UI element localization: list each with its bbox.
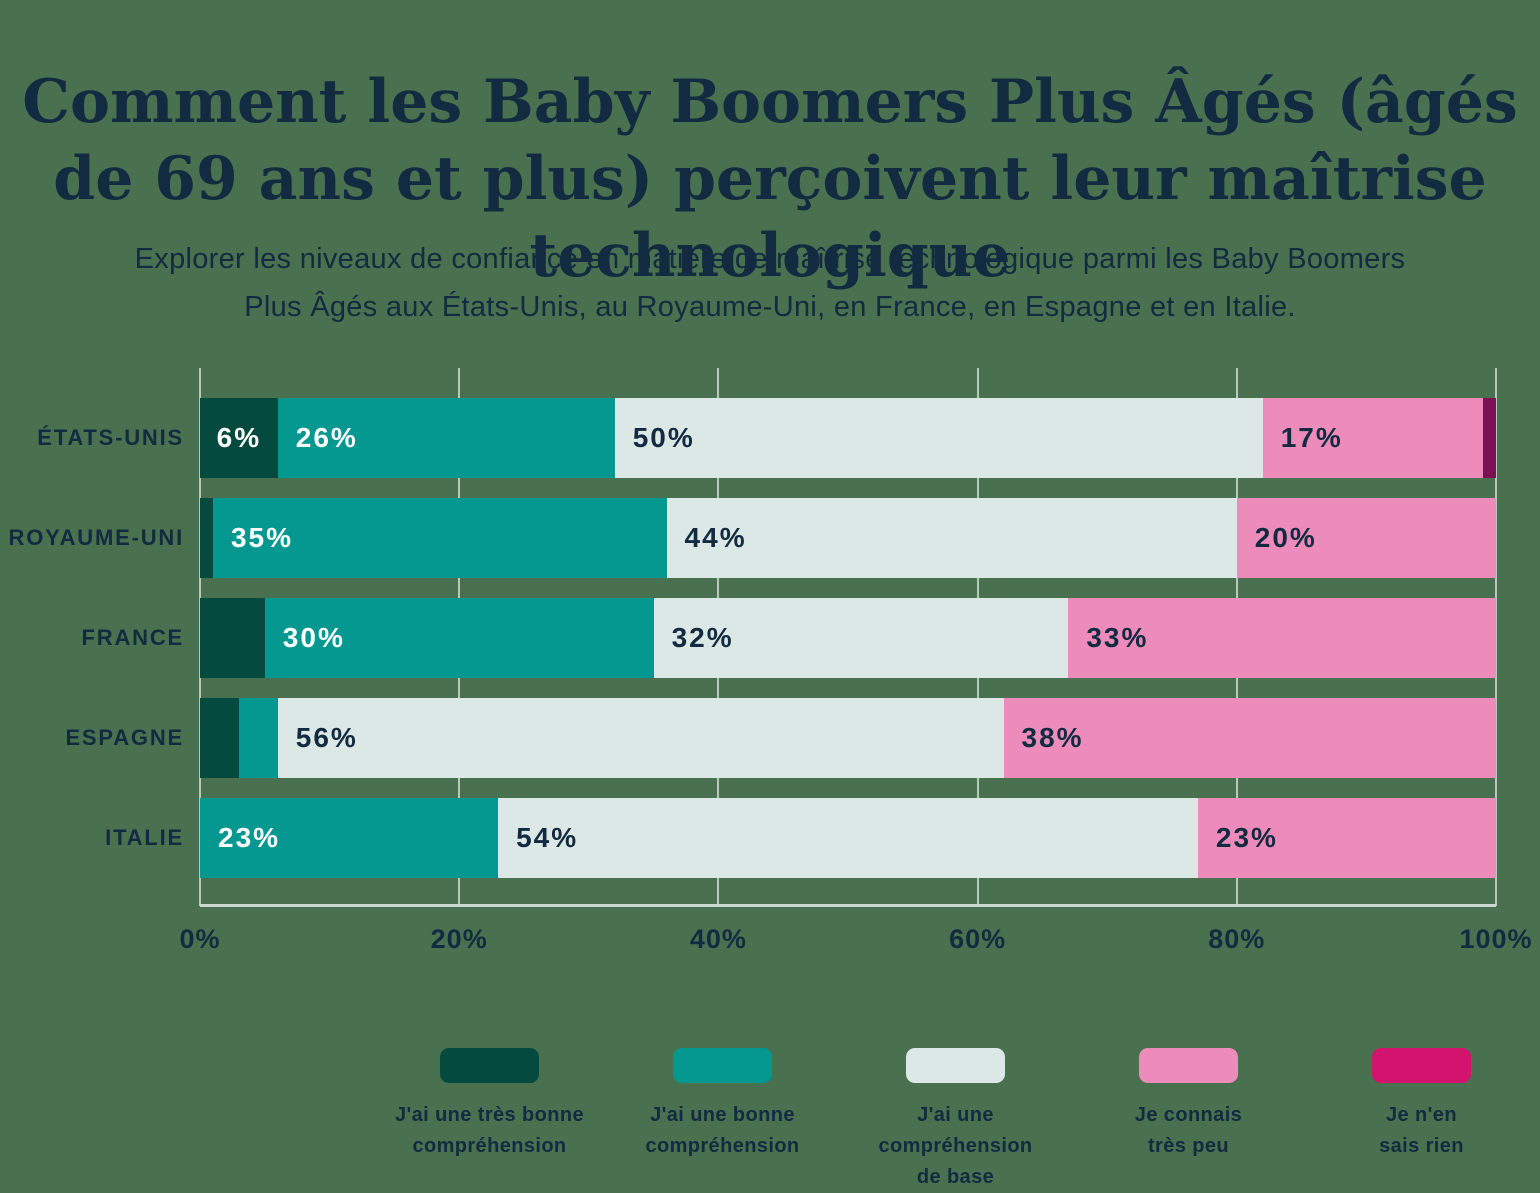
bar-segment-label: 20% — [1254, 522, 1317, 553]
bar-row: 6% 26% 50% 17% — [200, 398, 1496, 478]
x-axis-tick-label: 0% — [179, 924, 221, 954]
category-label: ROYAUME-UNI — [8, 525, 184, 550]
legend-label: J'ai une très bonne compréhension — [394, 1104, 585, 1157]
category-label: ESPAGNE — [65, 725, 184, 750]
bar-segment: 54% — [498, 798, 1198, 878]
plot-area: 6% 26% 50% 17% 35% 44% 20% 30% 32% 33% 56% 38% 23% 54… — [199, 368, 1497, 907]
bar-segment: 26% — [277, 398, 615, 478]
bar-row: 35% 44% 20% — [200, 498, 1496, 578]
legend-item: Je connais très peu — [1072, 1048, 1305, 1193]
bar-row: 30% 32% 33% — [200, 598, 1496, 678]
x-axis-tick-label: 80% — [1208, 924, 1266, 954]
legend-item: Je n'en sais rien — [1305, 1048, 1538, 1193]
bar-segment — [200, 698, 239, 778]
bar-segment-label: 33% — [1086, 622, 1149, 653]
bar-segment-label: 26% — [295, 422, 358, 453]
legend-label: Je connais très peu — [1134, 1104, 1243, 1157]
bar-segment-label: 23% — [218, 822, 281, 853]
x-axis-tick-label: 100% — [1459, 924, 1533, 954]
bar-segment: 20% — [1236, 498, 1496, 578]
bar-segment-label: 23% — [1215, 822, 1278, 853]
category-label: ITALIE — [105, 825, 184, 850]
bar-segment: 35% — [212, 498, 667, 578]
category-label: FRANCE — [81, 625, 184, 650]
bar-segment: 44% — [666, 498, 1237, 578]
x-axis-tick-label: 60% — [949, 924, 1007, 954]
bar-segment-label: 54% — [516, 822, 579, 853]
bar-segment: 23% — [1197, 798, 1496, 878]
bar-segment: 17% — [1262, 398, 1484, 478]
bar-row: 23% 54% 23% — [200, 798, 1496, 878]
bar-segment-label: 30% — [282, 622, 345, 653]
legend: J'ai une très bonne compréhension J'ai une… — [373, 1048, 1538, 1193]
legend-swatch — [1372, 1048, 1471, 1083]
bar-segment-label: 50% — [632, 422, 695, 453]
legend-swatch — [673, 1048, 772, 1083]
bar-segment: 32% — [653, 598, 1069, 678]
x-axis-line — [200, 904, 1496, 907]
bar-segment-label: 17% — [1280, 422, 1343, 453]
legend-item: J'ai une bonne compréhension — [606, 1048, 839, 1193]
bar-segment: 38% — [1003, 698, 1496, 778]
bar-segment-label: 6% — [216, 422, 262, 453]
legend-label: J'ai une compréhension de base — [878, 1104, 1033, 1188]
x-axis-tick-label: 20% — [430, 924, 488, 954]
bar-segment-label: 32% — [671, 622, 734, 653]
stacked-bar-chart: 6% 26% 50% 17% 35% 44% 20% 30% 32% 33% 56% 38% 23% 54… — [0, 368, 1540, 1008]
bar-segment-label: 56% — [295, 722, 358, 753]
chart-title: Comment les Baby Boomers Plus Âgés (âgés… — [22, 67, 1518, 291]
bar-segment — [238, 698, 278, 778]
category-label: ÉTATS-UNIS — [37, 425, 184, 450]
chart-subtitle: Explorer les niveaux de confiance en mat… — [134, 243, 1406, 323]
legend-item: J'ai une très bonne compréhension — [373, 1048, 606, 1193]
legend-label: Je n'en sais rien — [1379, 1104, 1464, 1157]
bar-row: 56% 38% — [200, 698, 1496, 778]
bar-segment: 50% — [614, 398, 1263, 478]
bar-segment-label: 35% — [230, 522, 293, 553]
x-axis-tick-label: 40% — [689, 924, 747, 954]
legend-swatch — [1139, 1048, 1238, 1083]
bar-segment-label: 44% — [684, 522, 747, 553]
legend-swatch — [440, 1048, 539, 1083]
bar-segment: 6% — [200, 398, 278, 478]
bar-segment — [1483, 398, 1496, 478]
bar-segment: 23% — [200, 798, 499, 878]
legend-item: J'ai une compréhension de base — [839, 1048, 1072, 1193]
gridline — [1495, 368, 1497, 906]
legend-swatch — [906, 1048, 1005, 1083]
bar-segment: 33% — [1068, 598, 1496, 678]
legend-label: J'ai une bonne compréhension — [645, 1104, 800, 1157]
bar-segment: 56% — [277, 698, 1004, 778]
bar-segment: 30% — [264, 598, 654, 678]
bar-segment — [200, 598, 265, 678]
bar-segment-label: 38% — [1021, 722, 1084, 753]
bar-segment — [200, 498, 213, 578]
